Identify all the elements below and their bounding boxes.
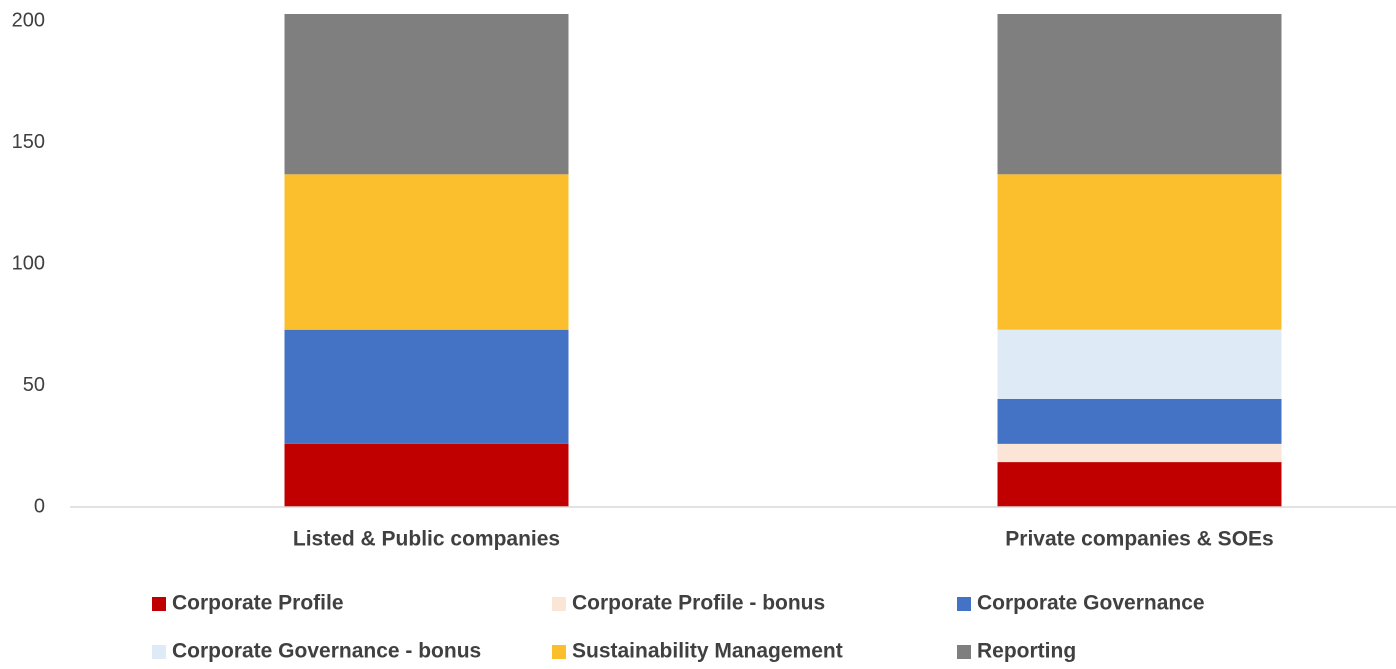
bar-segment xyxy=(997,462,1282,507)
legend-label: Corporate Governance - bonus xyxy=(172,640,481,663)
y-tick-label: 50 xyxy=(23,374,45,396)
y-tick-label: 150 xyxy=(12,131,45,153)
legend-swatch xyxy=(957,597,971,611)
x-tick-label: Private companies & SOEs xyxy=(1005,528,1273,551)
legend-label: Sustainability Management xyxy=(572,640,843,663)
y-tick-label: 100 xyxy=(12,252,45,274)
bar-segment xyxy=(284,443,569,507)
bar-segment xyxy=(997,14,1282,175)
legend-swatch xyxy=(552,597,566,611)
bar-segment xyxy=(284,174,569,330)
legend-swatch xyxy=(957,645,971,659)
legend-label: Corporate Profile - bonus xyxy=(572,592,825,615)
legend-label: Corporate Governance xyxy=(977,592,1205,615)
y-tick-label: 200 xyxy=(12,10,45,32)
legend-swatch xyxy=(552,645,566,659)
legend-label: Reporting xyxy=(977,640,1076,663)
bar-segment xyxy=(997,443,1282,463)
legend-swatch xyxy=(152,597,166,611)
bar-segment xyxy=(284,14,569,175)
bar-segment xyxy=(284,329,569,444)
bar-segment xyxy=(997,398,1282,444)
x-tick-label: Listed & Public companies xyxy=(293,528,560,551)
bar-segment xyxy=(997,329,1282,399)
bar-segment xyxy=(997,174,1282,330)
legend-swatch xyxy=(152,645,166,659)
legend-label: Corporate Profile xyxy=(172,592,344,615)
y-tick-label: 0 xyxy=(34,495,45,517)
